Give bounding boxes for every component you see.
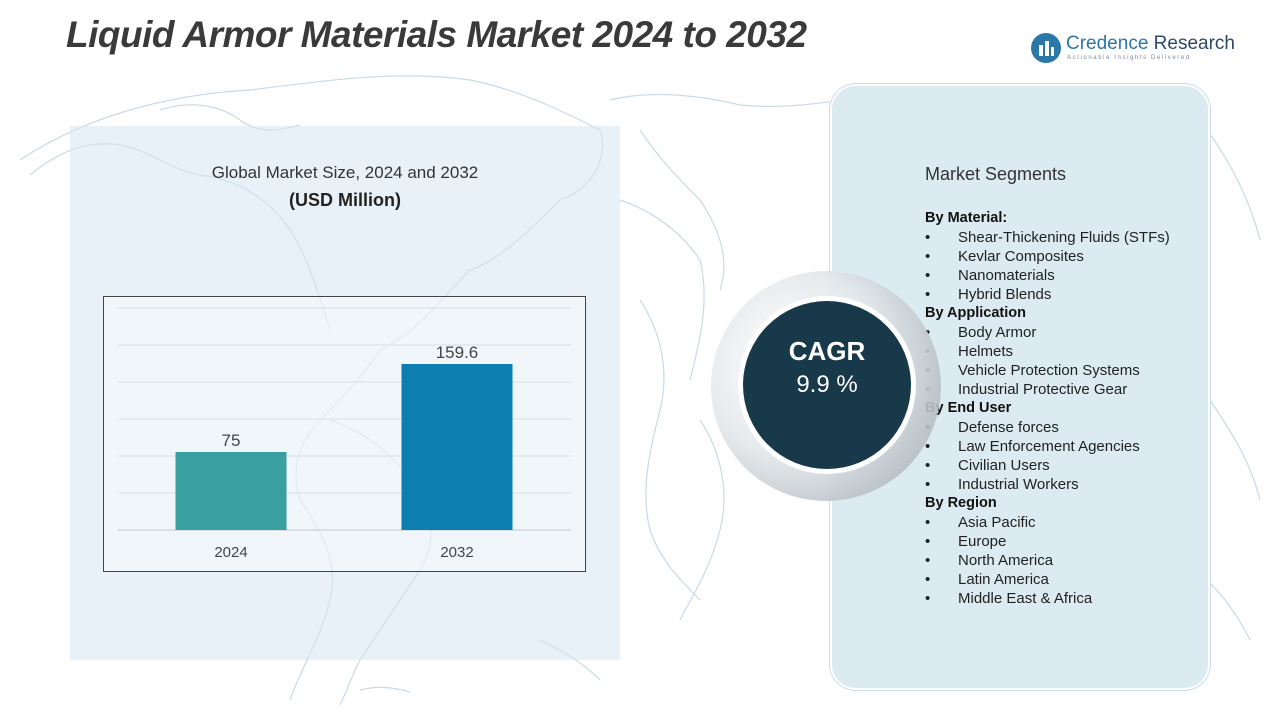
segment-item-label: Latin America <box>958 571 1049 588</box>
cagr-label: CAGR <box>788 336 866 366</box>
brand-name-part1: Credence <box>1066 33 1149 54</box>
bullet-icon: • <box>925 571 931 588</box>
segment-item-label: Asia Pacific <box>958 514 1036 531</box>
segment-item: • Nanomaterials <box>925 266 1205 285</box>
segments-list: By Material: • Shear-Thickening Fluids (ST… <box>925 209 1205 608</box>
bullet-icon: • <box>925 457 931 474</box>
segment-heading: By Application <box>925 305 1026 321</box>
segment-item: • Law Enforcement Agencies <box>925 437 1205 456</box>
segment-item-label: Vehicle Protection Systems <box>958 362 1140 379</box>
bullet-icon: • <box>925 476 931 493</box>
segment-item: • Hybrid Blends <box>925 285 1205 304</box>
segment-item-label: North America <box>958 552 1054 569</box>
bullet-icon: • <box>925 267 931 284</box>
bullet-icon: • <box>925 533 931 550</box>
bullet-icon: • <box>925 229 931 246</box>
bar-2032 <box>401 364 513 530</box>
x-tick-label: 2024 <box>214 544 247 561</box>
bullet-icon: • <box>925 248 931 265</box>
x-tick-label: 2032 <box>440 544 473 561</box>
segment-item: • Middle East & Africa <box>925 589 1205 608</box>
segment-item-label: Europe <box>958 533 1007 550</box>
segment-heading: By Region <box>925 495 997 511</box>
segment-item: •Industrial Protective Gear <box>925 380 1205 399</box>
segment-item: •Vehicle Protection Systems <box>925 361 1205 380</box>
segment-item-label: Law Enforcement Agencies <box>958 438 1140 455</box>
segment-item-label: Hybrid Blends <box>958 286 1052 303</box>
segment-item: •Body Armor <box>925 323 1205 342</box>
chart-frame: 75 2024 159.6 2032 <box>103 296 586 572</box>
data-label: 75 <box>222 431 241 450</box>
segment-item: • Latin America <box>925 570 1205 589</box>
segment-item-label: Helmets <box>958 343 1014 360</box>
segment-item-label: Industrial Protective Gear <box>958 381 1128 398</box>
cagr-badge <box>743 301 911 469</box>
segment-item: • Civilian Users <box>925 456 1205 475</box>
segment-item-label: Industrial Workers <box>958 476 1079 493</box>
brand-name-part2: Research <box>1153 33 1235 54</box>
segment-item-label: Shear-Thickening Fluids (STFs) <box>958 229 1170 246</box>
segment-item: • Kevlar Composites <box>925 247 1205 266</box>
bar-2024 <box>175 452 287 530</box>
bullet-icon: • <box>925 514 931 531</box>
cagr-value: 9.9 % <box>796 371 858 398</box>
segment-heading: By Material: <box>925 210 1008 226</box>
bullet-icon: • <box>925 590 931 607</box>
segment-item: • Shear-Thickening Fluids (STFs) <box>925 228 1205 247</box>
segment-item-label: Kevlar Composites <box>958 248 1084 265</box>
brand-logo: Credence Research Actionable Insights De… <box>1030 30 1240 70</box>
chart-subtitle: (USD Million) <box>289 190 401 210</box>
bar-chart: 75 2024 159.6 2032 <box>118 307 571 561</box>
brand-tagline: Actionable Insights Delivered <box>1067 55 1191 61</box>
chart-title: Global Market Size, 2024 and 2032 <box>211 163 479 182</box>
segment-item-label: Nanomaterials <box>958 267 1055 284</box>
bullet-icon: • <box>925 552 931 569</box>
segment-item-label: Defense forces <box>958 419 1059 436</box>
segment-item: • Europe <box>925 532 1205 551</box>
segment-item-label: Body Armor <box>958 324 1037 341</box>
data-label: 159.6 <box>436 343 479 362</box>
bullet-icon: • <box>925 438 931 455</box>
credence-logo-icon <box>1031 33 1061 63</box>
page-title: Liquid Armor Materials Market 2024 to 20… <box>66 14 807 55</box>
segment-heading: By End User <box>925 400 1012 416</box>
segments-title: Market Segments <box>925 164 1067 184</box>
segment-item-label: Civilian Users <box>958 457 1050 474</box>
segment-item-label: Middle East & Africa <box>958 590 1093 607</box>
segment-item: •Helmets <box>925 342 1205 361</box>
segment-item: • Asia Pacific <box>925 513 1205 532</box>
segment-item: •Defense forces <box>925 418 1205 437</box>
brand-name: Credence Research <box>1066 33 1235 55</box>
segment-item: • North America <box>925 551 1205 570</box>
segment-item: • Industrial Workers <box>925 475 1205 494</box>
bullet-icon: • <box>925 286 931 303</box>
